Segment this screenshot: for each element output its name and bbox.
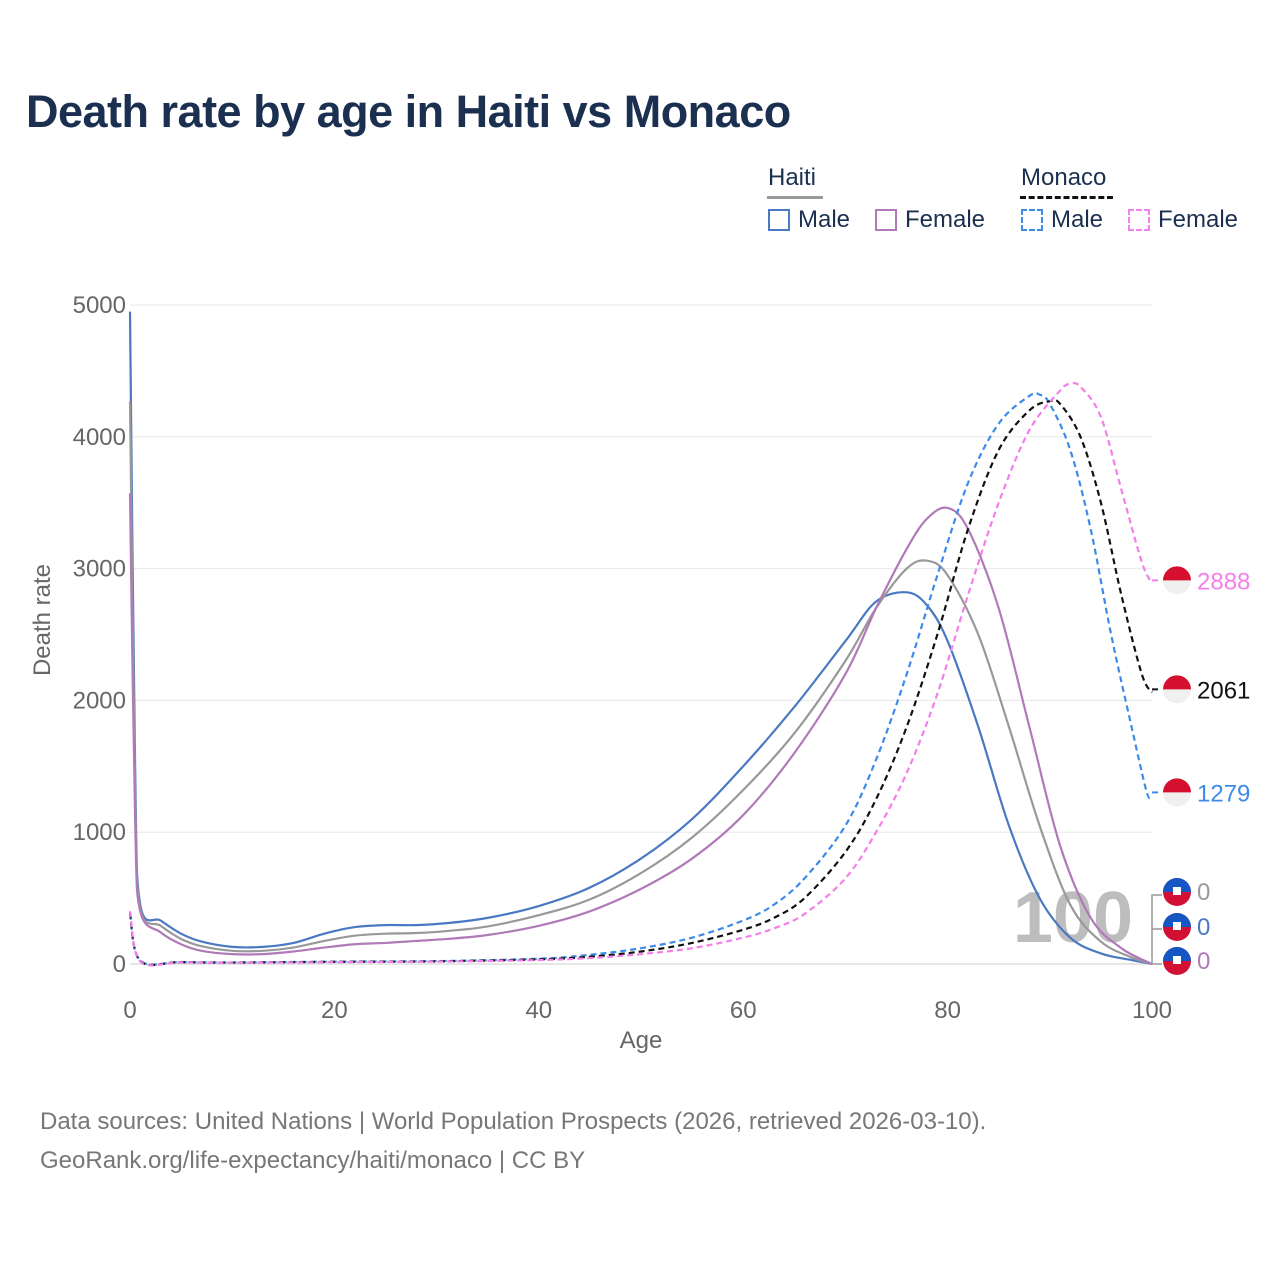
legend-group-monaco-line bbox=[1020, 196, 1113, 199]
series-line-haiti-male bbox=[128, 311, 1153, 966]
legend-swatch-haiti-male bbox=[768, 209, 790, 231]
x-tick-label: 100 bbox=[1132, 997, 1172, 1024]
legend-item-haiti-female[interactable]: Female bbox=[875, 206, 985, 234]
series-line-haiti-total bbox=[128, 401, 1153, 966]
haiti-flag-emblem bbox=[1173, 922, 1181, 930]
legend-label-haiti-male: Male bbox=[798, 206, 851, 233]
legend-group-haiti[interactable]: Haiti bbox=[768, 164, 817, 191]
series-line-monaco-male bbox=[128, 391, 1154, 966]
x-tick-label: 0 bbox=[123, 997, 136, 1024]
haiti-flag-blue bbox=[1163, 913, 1191, 927]
x-tick-label: 60 bbox=[730, 997, 757, 1024]
haiti-flag-emblem bbox=[1173, 887, 1181, 895]
end-value-monaco-male: 1279 bbox=[1197, 780, 1250, 807]
x-axis-label: Age bbox=[620, 1027, 663, 1054]
y-tick-label: 0 bbox=[113, 951, 126, 978]
end-value-haiti-male: 0 bbox=[1197, 914, 1210, 941]
end-value-haiti-female: 0 bbox=[1197, 948, 1210, 975]
legend-swatch-monaco-male bbox=[1021, 209, 1043, 231]
flag-icon-monaco-male bbox=[1163, 778, 1191, 807]
monaco-flag-red bbox=[1163, 566, 1191, 581]
end-value-monaco-total: 2061 bbox=[1197, 677, 1250, 704]
legend-group-monaco[interactable]: Monaco bbox=[1021, 164, 1107, 191]
series-line-monaco-total bbox=[128, 398, 1153, 967]
legend-label-monaco-female: Female bbox=[1158, 206, 1239, 233]
haiti-flag-blue bbox=[1163, 947, 1191, 961]
y-axis-ticks: 0 1000 2000 3000 4000 5000 bbox=[73, 292, 126, 978]
y-tick-label: 5000 bbox=[73, 292, 126, 319]
flag-icon-haiti-female bbox=[1163, 947, 1191, 975]
grid-lines bbox=[130, 304, 1152, 965]
y-tick-label: 1000 bbox=[73, 819, 126, 846]
flag-icon-haiti-male bbox=[1163, 913, 1191, 941]
legend-label-monaco-male: Male bbox=[1051, 206, 1104, 233]
legend-item-haiti-male[interactable]: Male bbox=[768, 206, 850, 234]
y-axis-label: Death rate bbox=[29, 564, 56, 676]
y-tick-label: 4000 bbox=[73, 424, 126, 451]
flag-icon-monaco-total bbox=[1163, 675, 1191, 704]
series-lines bbox=[128, 311, 1154, 967]
legend-label-haiti-female: Female bbox=[905, 206, 986, 233]
legend-swatch-monaco-female bbox=[1128, 209, 1150, 231]
legend-group-haiti-line bbox=[767, 196, 823, 199]
x-tick-label: 80 bbox=[934, 997, 961, 1024]
end-markers: 1279 2061 2888 0 0 0 bbox=[1151, 566, 1250, 975]
x-tick-label: 40 bbox=[525, 997, 552, 1024]
haiti-bracket bbox=[1151, 894, 1162, 965]
legend-item-monaco-female[interactable]: Female bbox=[1128, 206, 1238, 234]
haiti-flag-blue bbox=[1163, 878, 1191, 892]
y-tick-label: 2000 bbox=[73, 687, 126, 714]
series-line-haiti-female bbox=[128, 493, 1153, 965]
end-value-haiti-total: 0 bbox=[1197, 879, 1210, 906]
haiti-flag-emblem bbox=[1173, 956, 1181, 964]
flag-icon-monaco-female bbox=[1163, 566, 1191, 595]
legend-item-monaco-male[interactable]: Male bbox=[1021, 206, 1103, 234]
y-tick-label: 3000 bbox=[73, 556, 126, 583]
age-watermark: 100 bbox=[1013, 878, 1133, 958]
source-line-1: Data sources: United Nations | World Pop… bbox=[40, 1108, 987, 1135]
legend-swatch-haiti-female bbox=[875, 209, 897, 231]
series-line-monaco-female bbox=[128, 381, 1153, 967]
flag-icon-haiti-total bbox=[1163, 878, 1191, 906]
x-tick-label: 20 bbox=[321, 997, 348, 1024]
end-value-monaco-female: 2888 bbox=[1197, 568, 1250, 595]
source-line-2[interactable]: GeoRank.org/life-expectancy/haiti/monaco… bbox=[40, 1147, 586, 1174]
monaco-flag-red bbox=[1163, 778, 1191, 793]
x-axis-ticks: 0 20 40 60 80 100 bbox=[123, 997, 1172, 1024]
monaco-flag-red bbox=[1163, 675, 1191, 690]
chart-title: Death rate by age in Haiti vs Monaco bbox=[26, 86, 791, 137]
